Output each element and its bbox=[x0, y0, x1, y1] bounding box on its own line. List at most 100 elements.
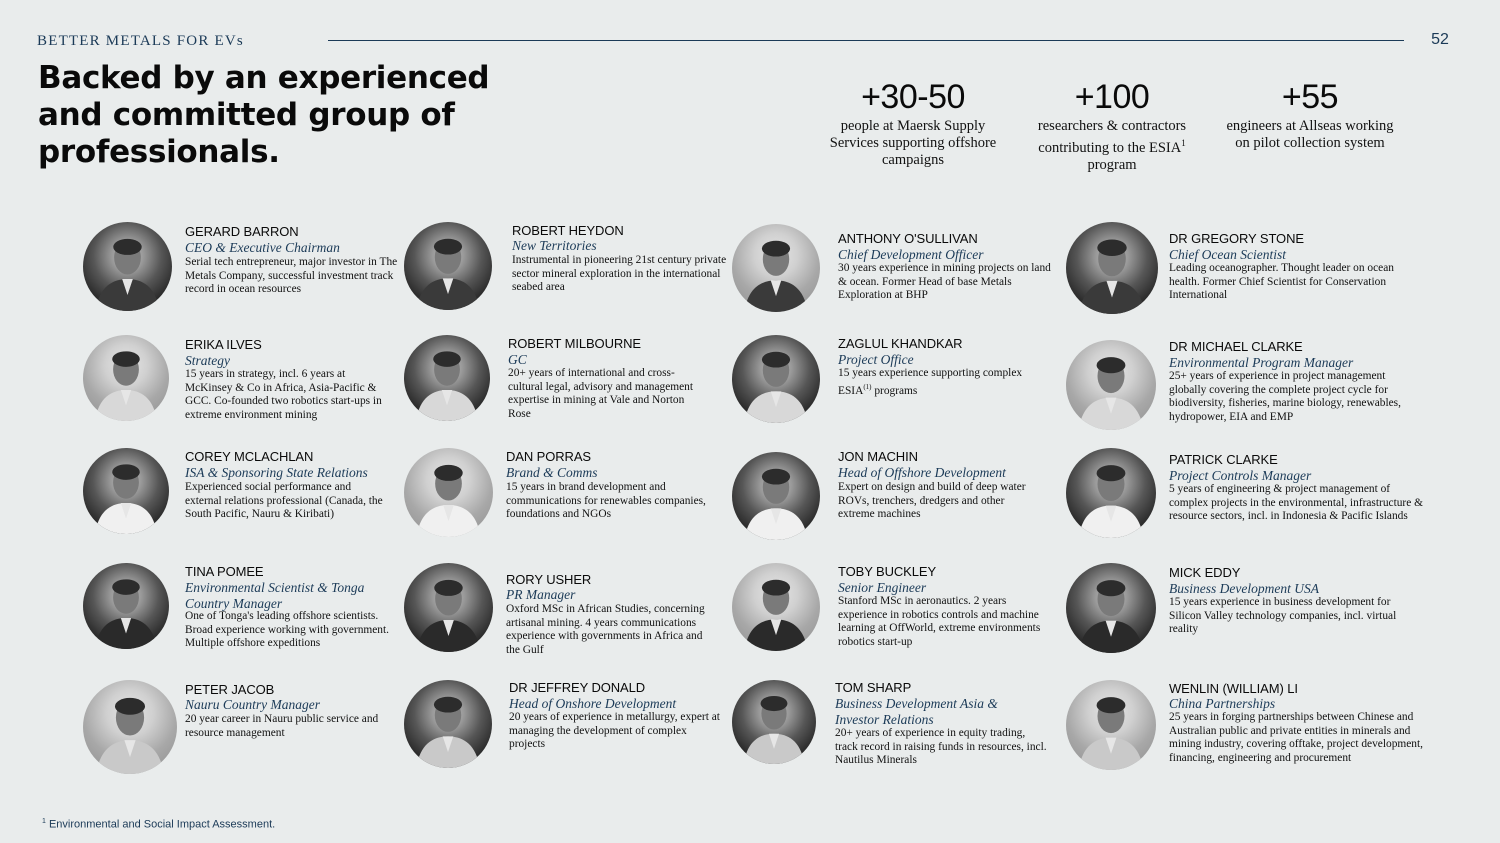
person-bio: 5 years of engineering & project managem… bbox=[1169, 483, 1424, 524]
person-bio-text: 20 year career in Nauru public service a… bbox=[185, 713, 379, 739]
portrait-photo bbox=[83, 448, 169, 534]
portrait-photo bbox=[404, 680, 492, 768]
person-bio-text: Instrumental in pioneering 21st century … bbox=[512, 254, 727, 294]
person-bio: Expert on design and build of deep water… bbox=[838, 481, 1038, 522]
person-role: Chief Development Officer bbox=[838, 247, 984, 262]
portrait-photo bbox=[732, 224, 820, 312]
person-bio-tail: programs bbox=[871, 384, 918, 397]
portrait-photo bbox=[404, 563, 493, 652]
stat-value: +55 bbox=[1281, 78, 1339, 116]
person-name: WENLIN (WILLIAM) LI bbox=[1169, 681, 1298, 696]
person-bio: Serial tech entrepreneur, major investor… bbox=[185, 256, 403, 297]
person-bio-text: 15 years experience in business developm… bbox=[1169, 596, 1397, 636]
portrait-photo bbox=[732, 680, 816, 764]
person-name: DR GREGORY STONE bbox=[1169, 231, 1304, 246]
brand-label: BETTER METALS FOR EVs bbox=[37, 33, 244, 49]
person-name: TOBY BUCKLEY bbox=[838, 564, 937, 579]
portrait-photo bbox=[404, 448, 493, 537]
person-name: DR MICHAEL CLARKE bbox=[1169, 339, 1303, 354]
person-bio-text: 15 years in brand development and commun… bbox=[506, 481, 706, 521]
person-bio: Experienced social performance and exter… bbox=[185, 481, 385, 522]
person-bio: 15 years in strategy, incl. 6 years at M… bbox=[185, 368, 385, 422]
person-bio: 30 years experience in mining projects o… bbox=[838, 262, 1053, 303]
person-name: PETER JACOB bbox=[185, 682, 275, 697]
person-bio-text: 20 years of experience in metallurgy, ex… bbox=[509, 711, 720, 751]
stat-value: +100 bbox=[1074, 78, 1150, 116]
stat-desc-text: researchers & contractors contributing t… bbox=[1037, 118, 1187, 156]
stat-desc: engineers at Allseas working on pilot co… bbox=[1226, 118, 1394, 151]
person-name: DR JEFFREY DONALD bbox=[509, 680, 646, 695]
person-name: COREY MCLACHLAN bbox=[185, 449, 314, 464]
page-number: 52 bbox=[1431, 31, 1449, 48]
portrait-photo bbox=[404, 335, 490, 421]
portrait-photo bbox=[404, 222, 492, 310]
person-bio-text: Expert on design and build of deep water… bbox=[838, 481, 1026, 521]
person-bio-text: 15 years in strategy, incl. 6 years at M… bbox=[185, 368, 382, 421]
person-bio: 20 year career in Nauru public service a… bbox=[185, 713, 400, 740]
person-bio: 20+ years of international and cross-cul… bbox=[508, 367, 708, 421]
person-role: CEO & Executive Chairman bbox=[185, 240, 340, 255]
stat-esia: +100 researchers & contractors contribut… bbox=[1017, 78, 1207, 174]
person-role: Project Office bbox=[838, 352, 914, 367]
person-name: GERARD BARRON bbox=[185, 224, 299, 239]
portrait-photo bbox=[1066, 222, 1158, 314]
person-bio-text: 5 years of engineering & project managem… bbox=[1169, 483, 1423, 523]
person-name: ZAGLUL KHANDKAR bbox=[838, 336, 963, 351]
person-role: China Partnerships bbox=[1169, 696, 1276, 711]
person-role: New Territories bbox=[512, 238, 597, 253]
person-bio-text: Serial tech entrepreneur, major investor… bbox=[185, 256, 398, 296]
person-bio-text: 30 years experience in mining projects o… bbox=[838, 262, 1051, 302]
person-name: TOM SHARP bbox=[835, 680, 912, 695]
person-role: Environmental Program Manager bbox=[1169, 355, 1354, 370]
portrait-photo bbox=[1066, 448, 1156, 538]
person-bio-text: Oxford MSc in African Studies, concernin… bbox=[506, 603, 705, 656]
person-bio-text: Stanford MSc in aeronautics. 2 years exp… bbox=[838, 595, 1041, 648]
person-bio-text: Leading oceanographer. Thought leader on… bbox=[1169, 262, 1394, 302]
person-role: Senior Engineer bbox=[838, 580, 927, 595]
portrait-photo bbox=[83, 222, 172, 311]
person-bio: 25+ years of experience in project manag… bbox=[1169, 370, 1424, 424]
person-bio: 15 years in brand development and commun… bbox=[506, 481, 706, 522]
person-bio: Instrumental in pioneering 21st century … bbox=[512, 254, 727, 295]
stat-maersk: +30-50 people at Maersk Supply Services … bbox=[818, 78, 1008, 169]
person-bio-text: 25+ years of experience in project manag… bbox=[1169, 370, 1401, 423]
header-divider bbox=[328, 40, 1404, 41]
person-role: Business Development USA bbox=[1169, 581, 1319, 596]
person-bio-text: 15 years experience supporting complex E… bbox=[838, 367, 1023, 397]
person-bio: Stanford MSc in aeronautics. 2 years exp… bbox=[838, 595, 1053, 649]
portrait-photo bbox=[83, 335, 169, 421]
person-role: Chief Ocean Scientist bbox=[1169, 247, 1286, 262]
person-bio-text: 20+ years of international and cross-cul… bbox=[508, 367, 694, 420]
person-bio: 20+ years of experience in equity tradin… bbox=[835, 727, 1050, 768]
person-name: RORY USHER bbox=[506, 572, 592, 587]
footnote-ref: (1) bbox=[863, 382, 872, 391]
stat-desc-tail: program bbox=[1087, 156, 1137, 173]
person-name: MICK EDDY bbox=[1169, 565, 1241, 580]
person-bio-text: 20+ years of experience in equity tradin… bbox=[835, 727, 1047, 767]
person-role: Project Controls Manager bbox=[1169, 468, 1312, 483]
portrait-photo bbox=[83, 563, 169, 649]
page-title: Backed by an experienced and committed g… bbox=[38, 60, 490, 170]
person-role: Environmental Scientist & Tonga Country … bbox=[185, 580, 365, 611]
person-name: ROBERT HEYDON bbox=[512, 223, 624, 238]
person-role: Strategy bbox=[185, 353, 230, 368]
person-name: DAN PORRAS bbox=[506, 449, 591, 464]
person-bio: 25 years in forging partnerships between… bbox=[1169, 711, 1424, 765]
person-name: PATRICK CLARKE bbox=[1169, 452, 1278, 467]
person-role: Business Development Asia & Investor Rel… bbox=[835, 696, 998, 727]
person-bio-text: 25 years in forging partnerships between… bbox=[1169, 711, 1424, 764]
person-role: Brand & Comms bbox=[506, 465, 598, 480]
footnote-marker: 1 bbox=[42, 818, 46, 825]
person-name: ROBERT MILBOURNE bbox=[508, 336, 642, 351]
person-bio: 15 years experience supporting complex E… bbox=[838, 367, 1053, 398]
person-role: ISA & Sponsoring State Relations bbox=[185, 465, 368, 480]
footnote-ref: 1 bbox=[1181, 138, 1186, 148]
person-bio-text: One of Tonga's leading offshore scientis… bbox=[185, 610, 390, 650]
portrait-photo bbox=[1066, 340, 1156, 430]
person-name: ANTHONY O'SULLIVAN bbox=[838, 231, 978, 246]
person-bio-text: Experienced social performance and exter… bbox=[185, 481, 383, 521]
person-name: ERIKA ILVES bbox=[185, 337, 262, 352]
person-name: JON MACHIN bbox=[838, 449, 918, 464]
footnote-text: Environmental and Social Impact Assessme… bbox=[45, 818, 276, 831]
portrait-photo bbox=[732, 335, 820, 423]
